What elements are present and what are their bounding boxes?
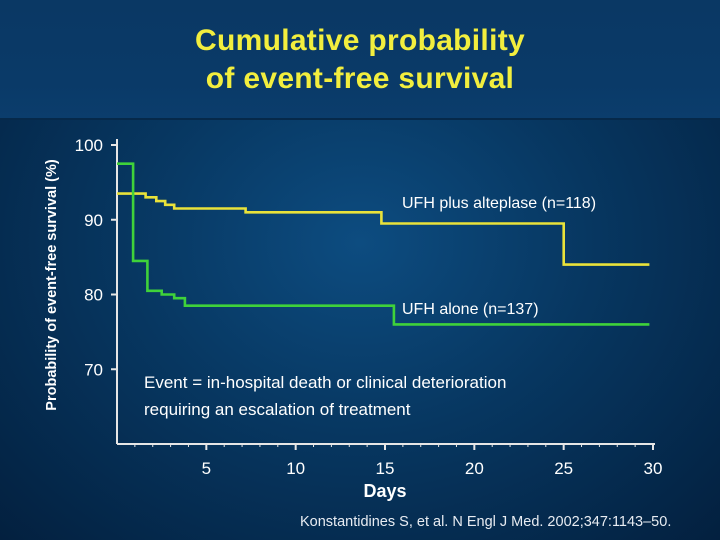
chart-axes [111, 139, 655, 450]
series-line-ufh-alone [117, 162, 650, 326]
annotation-line: Event = in-hospital death or clinical de… [144, 373, 506, 392]
x-tick-label: 20 [465, 459, 484, 478]
citation: Konstantidines S, et al. N Engl J Med. 2… [300, 514, 672, 530]
y-tick-label: 70 [84, 360, 103, 379]
y-tick-label: 100 [75, 136, 103, 155]
x-axis-label: Days [363, 481, 406, 501]
series-label-ufh-alone: UFH alone (n=137) [402, 301, 539, 318]
chart-labels: 70 80 90 100 5 10 15 20 25 30 UFH plus alteplase (… [44, 136, 662, 501]
chart-series [117, 162, 650, 326]
title-line-1: Cumulative probability [195, 24, 525, 57]
title-line-2: of event-free survival [205, 62, 515, 95]
y-tick-label: 80 [84, 286, 103, 305]
annotation-line: requiring an escalation of treatment [144, 400, 411, 419]
y-axis-label: Probability of event-free survival (%) [44, 159, 60, 411]
y-tick-label: 90 [84, 211, 103, 230]
x-tick-label: 10 [286, 459, 305, 478]
x-tick-label: 15 [376, 459, 395, 478]
series-label-ufh-plus-alteplase: UFH plus alteplase (n=118) [402, 195, 596, 212]
x-tick-label: 5 [202, 459, 211, 478]
x-tick-label: 25 [554, 459, 573, 478]
title-band [0, 0, 720, 120]
series-line-ufh-plus-alteplase [117, 192, 650, 266]
x-tick-label: 30 [644, 459, 663, 478]
slide-title: Cumulative probability of event-free sur… [0, 22, 720, 98]
